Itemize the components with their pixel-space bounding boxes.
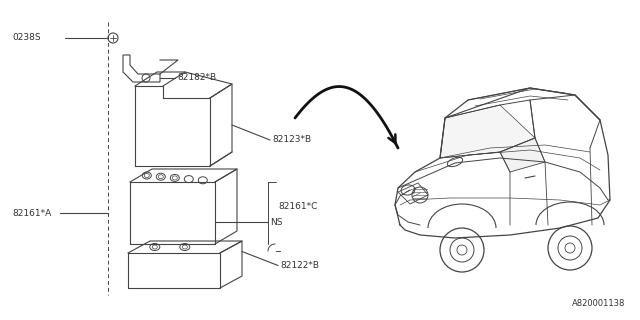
Text: A820001138: A820001138 [572,299,625,308]
Polygon shape [440,105,535,158]
Polygon shape [500,138,545,172]
Text: 82122*B: 82122*B [280,261,319,270]
Text: 82123*B: 82123*B [272,135,311,145]
Text: 82161*C: 82161*C [278,202,317,211]
Text: NS: NS [270,218,282,227]
Text: 0238S: 0238S [12,34,40,43]
Text: 82182*B: 82182*B [177,74,216,83]
Text: 82161*A: 82161*A [12,209,51,218]
